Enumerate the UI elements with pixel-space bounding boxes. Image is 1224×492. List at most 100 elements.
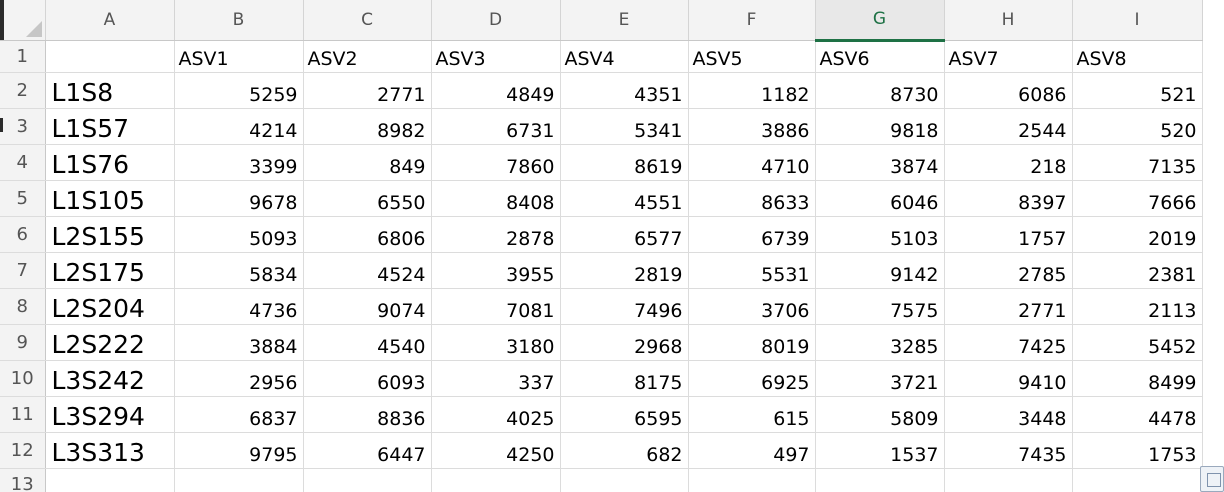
- cell-g3[interactable]: 9818: [815, 108, 945, 145]
- row-header-11[interactable]: 11: [0, 396, 46, 433]
- cell-d5[interactable]: 8408: [431, 180, 561, 217]
- cell-b3[interactable]: 4214: [174, 108, 304, 145]
- cell-d13[interactable]: [431, 468, 561, 492]
- cell-c3[interactable]: 8982: [303, 108, 432, 145]
- cell-a4[interactable]: L1S76: [45, 144, 175, 181]
- cell-e7[interactable]: 2819: [560, 252, 689, 289]
- cell-d12[interactable]: 4250: [431, 432, 561, 469]
- row-header-12[interactable]: 12: [0, 432, 46, 469]
- cell-f6[interactable]: 6739: [688, 216, 816, 253]
- cell-h13[interactable]: [944, 468, 1073, 492]
- cell-a1[interactable]: [45, 40, 175, 73]
- cell-h2[interactable]: 6086: [944, 72, 1073, 109]
- cell-c11[interactable]: 8836: [303, 396, 432, 433]
- cell-i7[interactable]: 2381: [1072, 252, 1203, 289]
- cell-i2[interactable]: 521: [1072, 72, 1203, 109]
- cell-f5[interactable]: 8633: [688, 180, 816, 217]
- cell-c2[interactable]: 2771: [303, 72, 432, 109]
- cell-d4[interactable]: 7860: [431, 144, 561, 181]
- cell-f8[interactable]: 3706: [688, 288, 816, 325]
- cell-g11[interactable]: 5809: [815, 396, 945, 433]
- cell-b7[interactable]: 5834: [174, 252, 304, 289]
- row-header-1[interactable]: 1: [0, 40, 46, 73]
- cell-h4[interactable]: 218: [944, 144, 1073, 181]
- cell-g4[interactable]: 3874: [815, 144, 945, 181]
- cell-i13[interactable]: [1072, 468, 1203, 492]
- cell-e9[interactable]: 2968: [560, 324, 689, 361]
- row-header-6[interactable]: 6: [0, 216, 46, 253]
- column-header-d[interactable]: D: [431, 0, 561, 41]
- cell-b6[interactable]: 5093: [174, 216, 304, 253]
- row-header-2[interactable]: 2: [0, 72, 46, 109]
- row-header-4[interactable]: 4: [0, 144, 46, 181]
- cell-i8[interactable]: 2113: [1072, 288, 1203, 325]
- row-header-3[interactable]: 3: [0, 108, 46, 145]
- cell-b11[interactable]: 6837: [174, 396, 304, 433]
- cell-a6[interactable]: L2S155: [45, 216, 175, 253]
- paste-options-icon[interactable]: [1200, 466, 1224, 492]
- cell-i9[interactable]: 5452: [1072, 324, 1203, 361]
- column-header-f[interactable]: F: [688, 0, 816, 41]
- cell-e2[interactable]: 4351: [560, 72, 689, 109]
- cell-d7[interactable]: 3955: [431, 252, 561, 289]
- cell-d1[interactable]: ASV3: [431, 40, 561, 73]
- cell-a5[interactable]: L1S105: [45, 180, 175, 217]
- cell-d6[interactable]: 2878: [431, 216, 561, 253]
- cell-c8[interactable]: 9074: [303, 288, 432, 325]
- cell-g1[interactable]: ASV6: [815, 40, 945, 73]
- cell-d9[interactable]: 3180: [431, 324, 561, 361]
- column-header-a[interactable]: A: [45, 0, 175, 41]
- cell-i4[interactable]: 7135: [1072, 144, 1203, 181]
- cell-a13[interactable]: [45, 468, 175, 492]
- cell-e10[interactable]: 8175: [560, 360, 689, 397]
- row-header-8[interactable]: 8: [0, 288, 46, 325]
- cell-g2[interactable]: 8730: [815, 72, 945, 109]
- cell-a7[interactable]: L2S175: [45, 252, 175, 289]
- cell-h9[interactable]: 7425: [944, 324, 1073, 361]
- cell-b12[interactable]: 9795: [174, 432, 304, 469]
- cell-a12[interactable]: L3S313: [45, 432, 175, 469]
- cell-b9[interactable]: 3884: [174, 324, 304, 361]
- cell-c9[interactable]: 4540: [303, 324, 432, 361]
- cell-a11[interactable]: L3S294: [45, 396, 175, 433]
- cell-d8[interactable]: 7081: [431, 288, 561, 325]
- column-header-e[interactable]: E: [560, 0, 689, 41]
- cell-i1[interactable]: ASV8: [1072, 40, 1203, 73]
- cell-g6[interactable]: 5103: [815, 216, 945, 253]
- cell-b1[interactable]: ASV1: [174, 40, 304, 73]
- cell-b13[interactable]: [174, 468, 304, 492]
- cell-c5[interactable]: 6550: [303, 180, 432, 217]
- cell-e1[interactable]: ASV4: [560, 40, 689, 73]
- cell-e3[interactable]: 5341: [560, 108, 689, 145]
- column-header-g[interactable]: G: [815, 0, 945, 42]
- row-header-13[interactable]: 13: [0, 468, 46, 492]
- cell-h6[interactable]: 1757: [944, 216, 1073, 253]
- cell-e6[interactable]: 6577: [560, 216, 689, 253]
- cell-g12[interactable]: 1537: [815, 432, 945, 469]
- cell-f7[interactable]: 5531: [688, 252, 816, 289]
- cell-f9[interactable]: 8019: [688, 324, 816, 361]
- cell-g9[interactable]: 3285: [815, 324, 945, 361]
- cell-a2[interactable]: L1S8: [45, 72, 175, 109]
- select-all-corner[interactable]: [0, 0, 46, 41]
- cell-i6[interactable]: 2019: [1072, 216, 1203, 253]
- row-header-5[interactable]: 5: [0, 180, 46, 217]
- cell-c4[interactable]: 849: [303, 144, 432, 181]
- cell-e4[interactable]: 8619: [560, 144, 689, 181]
- cell-d3[interactable]: 6731: [431, 108, 561, 145]
- cell-f3[interactable]: 3886: [688, 108, 816, 145]
- cell-h3[interactable]: 2544: [944, 108, 1073, 145]
- cell-h11[interactable]: 3448: [944, 396, 1073, 433]
- cell-i12[interactable]: 1753: [1072, 432, 1203, 469]
- cell-g7[interactable]: 9142: [815, 252, 945, 289]
- row-header-10[interactable]: 10: [0, 360, 46, 397]
- cell-g8[interactable]: 7575: [815, 288, 945, 325]
- cell-e13[interactable]: [560, 468, 689, 492]
- cell-c12[interactable]: 6447: [303, 432, 432, 469]
- cell-b2[interactable]: 5259: [174, 72, 304, 109]
- cell-f10[interactable]: 6925: [688, 360, 816, 397]
- select-all-icon[interactable]: [25, 20, 42, 37]
- cell-e5[interactable]: 4551: [560, 180, 689, 217]
- cell-h10[interactable]: 9410: [944, 360, 1073, 397]
- column-header-c[interactable]: C: [303, 0, 432, 41]
